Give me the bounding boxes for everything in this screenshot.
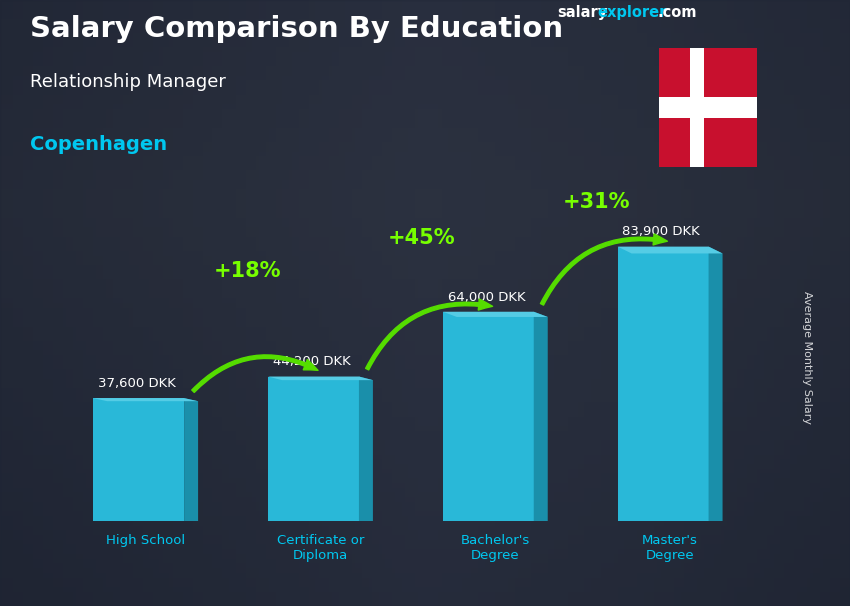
Polygon shape — [94, 398, 184, 521]
Polygon shape — [443, 311, 534, 521]
Text: 83,900 DKK: 83,900 DKK — [622, 225, 700, 238]
Bar — [690, 48, 704, 167]
Polygon shape — [268, 376, 359, 521]
Text: Master's
Degree: Master's Degree — [643, 534, 698, 562]
Text: High School: High School — [106, 534, 185, 547]
Text: 37,600 DKK: 37,600 DKK — [98, 377, 176, 390]
FancyArrowPatch shape — [192, 355, 318, 393]
Text: Relationship Manager: Relationship Manager — [30, 73, 225, 91]
FancyArrowPatch shape — [541, 234, 667, 305]
Polygon shape — [534, 311, 547, 521]
Text: Bachelor's
Degree: Bachelor's Degree — [461, 534, 530, 562]
Text: Copenhagen: Copenhagen — [30, 135, 167, 153]
Polygon shape — [618, 247, 709, 521]
Text: +18%: +18% — [213, 261, 280, 281]
Bar — [659, 97, 756, 118]
Text: Salary Comparison By Education: Salary Comparison By Education — [30, 15, 563, 42]
Text: salary: salary — [557, 5, 607, 21]
Text: Average Monthly Salary: Average Monthly Salary — [802, 291, 813, 424]
Text: .com: .com — [658, 5, 697, 21]
FancyArrowPatch shape — [366, 299, 492, 370]
Polygon shape — [618, 247, 722, 253]
Polygon shape — [359, 376, 373, 521]
Text: 44,200 DKK: 44,200 DKK — [273, 355, 350, 368]
Text: Certificate or
Diploma: Certificate or Diploma — [277, 534, 364, 562]
Polygon shape — [94, 398, 198, 401]
Text: explorer: explorer — [598, 5, 667, 21]
Polygon shape — [443, 311, 547, 317]
Text: +45%: +45% — [388, 228, 456, 248]
Polygon shape — [709, 247, 722, 521]
Polygon shape — [184, 398, 198, 521]
Text: 64,000 DKK: 64,000 DKK — [448, 290, 525, 304]
Text: +31%: +31% — [563, 192, 631, 212]
Polygon shape — [268, 376, 373, 380]
